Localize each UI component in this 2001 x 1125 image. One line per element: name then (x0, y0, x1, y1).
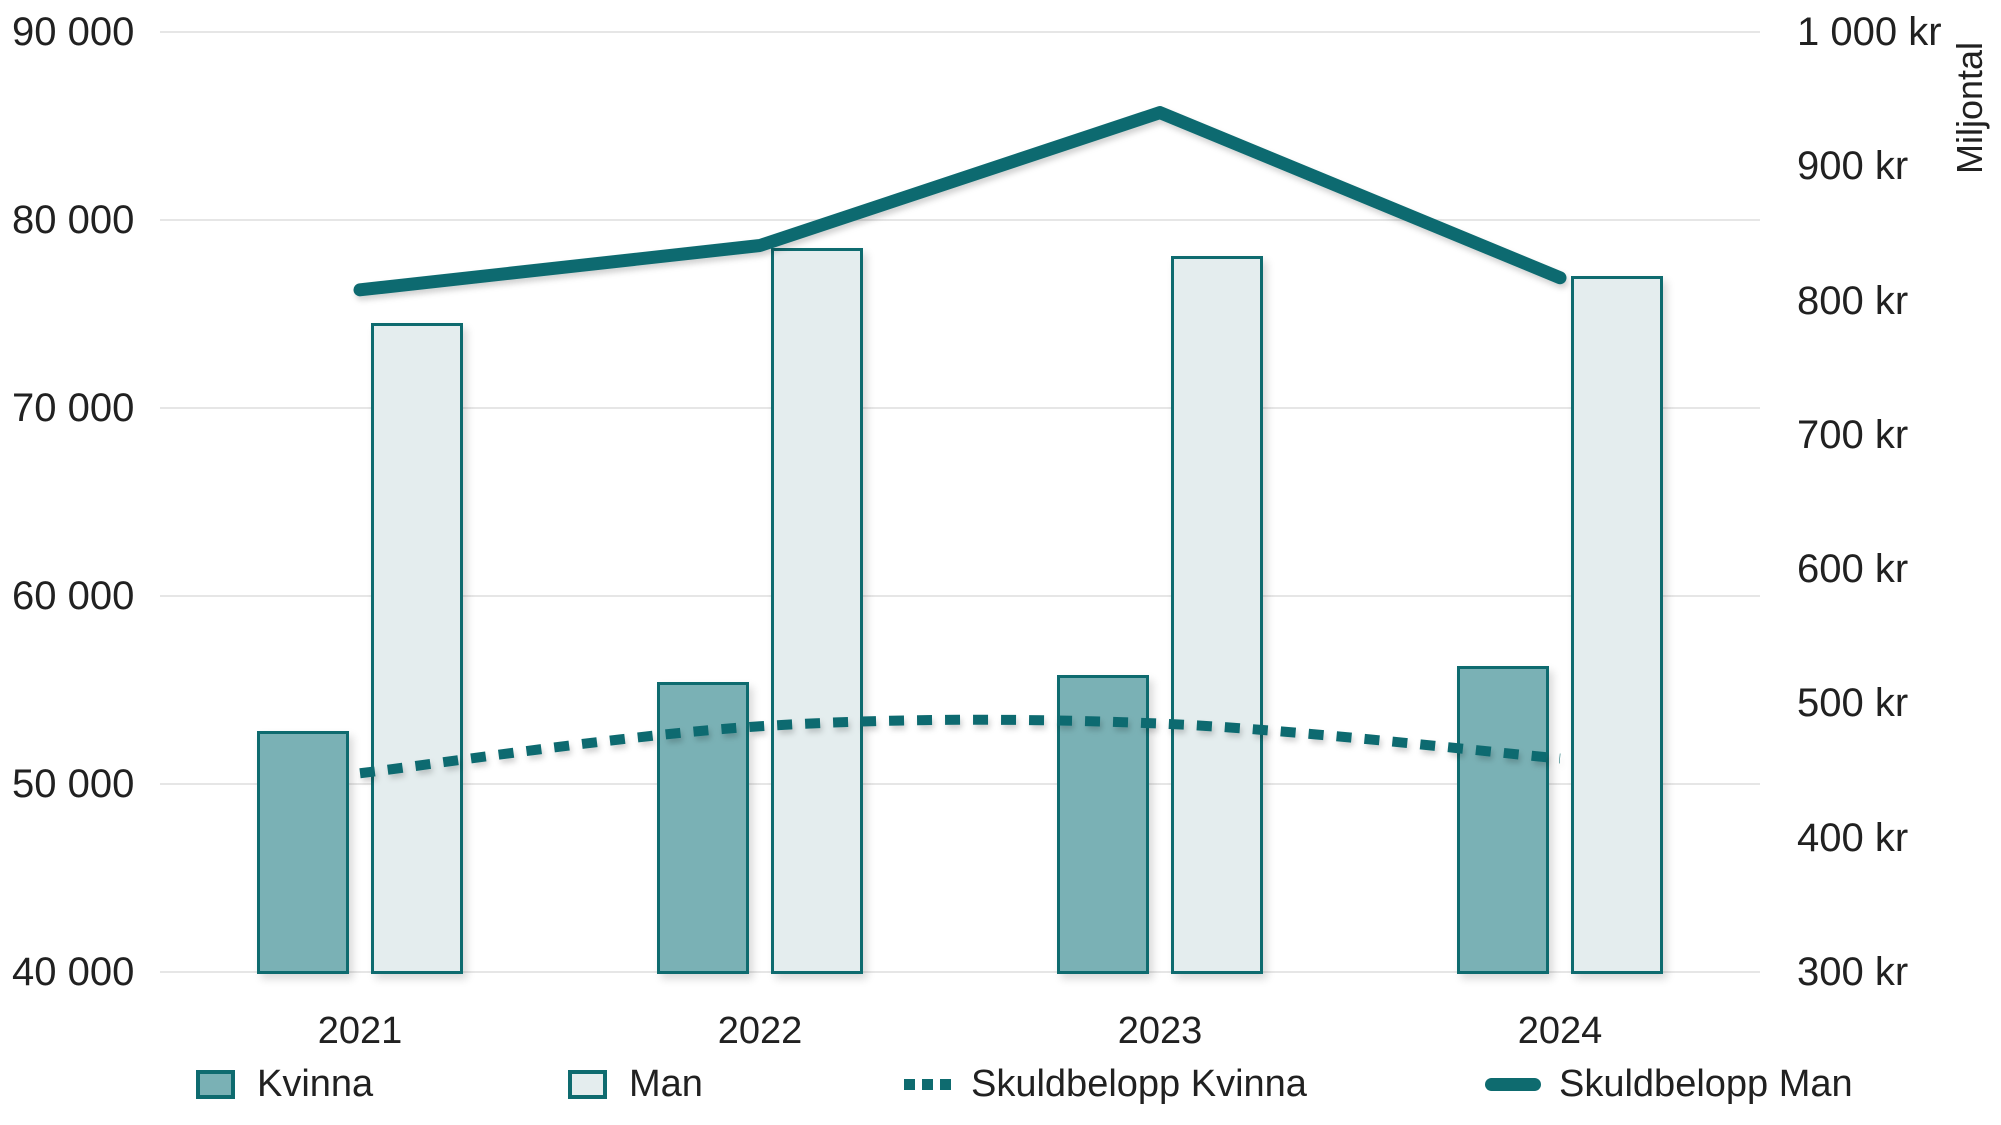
legend-swatch-man (568, 1069, 607, 1099)
legend-label-skuldbelopp-kvinna: Skuldbelopp Kvinna (971, 1063, 1307, 1105)
legend-swatch-solid-line (1485, 1077, 1541, 1091)
legend-item-man: Man (568, 1061, 703, 1107)
bar-man-2022 (771, 248, 863, 974)
right-axis-tick-label: 300 kr (1797, 950, 1909, 994)
bar-kvinna-2022 (657, 682, 749, 974)
left-axis-tick-label: 60 000 (12, 574, 135, 618)
right-axis-tick-label: 900 kr (1797, 144, 1909, 188)
legend-swatch-kvinna (196, 1069, 235, 1099)
bar-kvinna-2024 (1457, 666, 1549, 974)
legend-swatch-dotted-line (904, 1078, 951, 1090)
gridline (160, 971, 1760, 973)
legend-item-skuldbelopp-man: Skuldbelopp Man (1485, 1061, 1853, 1107)
right-axis-tick-label: 500 kr (1797, 681, 1909, 725)
gridline (160, 31, 1760, 33)
gridline (160, 407, 1760, 409)
x-axis-tick-label: 2023 (1117, 1010, 1203, 1052)
legend-item-kvinna: Kvinna (196, 1061, 373, 1107)
x-axis-tick-label: 2024 (1517, 1010, 1603, 1052)
legend-label-man: Man (629, 1063, 703, 1105)
legend-label-kvinna: Kvinna (257, 1063, 374, 1105)
right-axis-tick-label: 400 kr (1797, 816, 1909, 860)
legend-item-skuldbelopp-kvinna: Skuldbelopp Kvinna (904, 1061, 1307, 1107)
gridline (160, 219, 1760, 221)
right-axis-tick-label: 800 kr (1797, 279, 1909, 323)
left-axis-tick-label: 70 000 (12, 386, 135, 430)
left-axis-tick-label: 80 000 (12, 198, 135, 242)
bar-kvinna-2021 (257, 731, 349, 974)
line-skuldbelopp-man (353, 106, 1567, 297)
gridline (160, 783, 1760, 785)
bar-kvinna-2023 (1057, 675, 1149, 974)
x-axis-tick-label: 2022 (717, 1010, 803, 1052)
line-skuldbelopp-kvinna (359, 714, 1561, 779)
right-axis-tick-label: 1 000 kr (1797, 10, 1942, 54)
x-axis-tick-label: 2021 (317, 1010, 403, 1052)
legend-label-skuldbelopp-man: Skuldbelopp Man (1559, 1063, 1853, 1105)
bar-man-2021 (371, 323, 463, 974)
right-axis-title: Miljontal (1949, 41, 1990, 175)
gridline (160, 595, 1760, 597)
bar-man-2023 (1171, 256, 1263, 974)
right-axis-tick-label: 600 kr (1797, 547, 1909, 591)
left-axis-tick-label: 40 000 (12, 950, 135, 994)
right-axis-tick-label: 700 kr (1797, 413, 1909, 457)
left-axis-tick-label: 50 000 (12, 762, 135, 806)
bar-man-2024 (1571, 276, 1663, 974)
left-axis-tick-label: 90 000 (12, 10, 135, 54)
